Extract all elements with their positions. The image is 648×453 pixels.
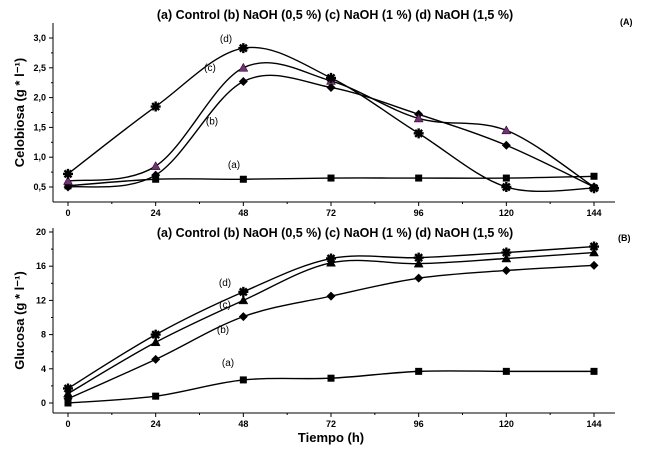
data-point [238,77,248,87]
y-tick-label: 0,5 [33,182,46,192]
series-b: (b) [63,260,599,404]
data-point [150,101,161,112]
panel-a: 0,5 1,0 1,5 2,0 2,5 3,0 0 24 48 72 96 120 144 (a) Con… [12,8,633,218]
data-point [501,125,512,135]
x-tick-label: 24 [151,419,161,429]
series-tag: (d) [220,34,232,45]
series-tag: (b) [206,116,218,127]
data-point [150,337,161,347]
series-tag: (a) [228,160,240,171]
y-tick-label: 3,0 [33,33,46,43]
data-point [152,392,160,400]
data-point [327,174,335,182]
data-point [501,253,512,263]
y-tick-label: 0 [41,398,46,408]
series-line [67,46,595,193]
data-point [326,291,336,301]
x-axis-label: Tiempo (h) [298,430,364,445]
data-point [501,247,512,258]
y-tick-label: 16 [36,261,46,271]
x-tick-label: 0 [65,419,70,429]
data-point [590,172,598,180]
y-tick-label: 2,5 [33,63,46,73]
data-point [326,253,336,264]
series-b: (b) [63,74,599,192]
data-point [238,312,248,322]
data-point [589,241,599,252]
x-tick-label: 144 [586,419,601,429]
data-point [413,252,424,263]
data-point [415,174,423,182]
data-point [151,354,161,364]
y-tick-label: 8 [41,330,46,340]
panel-label: (A) [620,17,633,27]
y-tick-label: 20 [36,227,46,237]
series-tag: (a) [222,358,234,369]
series-a: (a) [64,160,598,190]
data-point [63,168,73,179]
data-point [589,247,599,257]
data-point [413,128,424,139]
data-point [239,175,247,183]
x-tick-label: 144 [586,208,601,218]
panel-label: (B) [618,233,631,243]
x-tick-label: 48 [238,419,248,429]
data-point [590,367,598,375]
y-axis-label: Glucosa (g * l⁻¹) [12,271,27,370]
data-point [413,258,424,268]
series-tag: (c) [204,63,216,74]
data-point [238,62,249,72]
data-point [238,295,249,305]
data-point [589,260,599,270]
x-tick-label: 48 [238,208,248,218]
series-line [67,245,595,390]
series-d: (d) [63,241,599,394]
series-a: (a) [64,358,598,407]
data-point [413,113,424,123]
x-tick-label: 96 [414,208,424,218]
data-point [502,367,510,375]
data-point [327,374,335,382]
legend: (a) Control (b) NaOH (0,5 %) (c) NaOH (1… [157,8,513,22]
data-point [238,286,249,297]
x-tick-label: 72 [326,208,336,218]
x-tick-label: 96 [414,419,424,429]
x-tick-label: 0 [65,208,70,218]
y-tick-label: 1,5 [33,122,46,132]
series-tag: (b) [217,325,229,336]
series-d: (d) [63,34,599,194]
x-tick-label: 120 [499,208,514,218]
data-point [501,140,511,150]
data-point [63,176,73,185]
y-axis-label: Celobiosa (g * l⁻¹) [12,58,27,167]
x-tick-label: 120 [499,419,514,429]
x-tick-label: 24 [151,208,161,218]
data-point [415,367,423,375]
legend: (a) Control (b) NaOH (0,5 %) (c) NaOH (1… [157,226,513,240]
data-point [502,174,510,182]
y-tick-label: 2,0 [33,93,46,103]
y-tick-label: 1,0 [33,152,46,162]
data-point [238,43,249,54]
series-line [67,251,595,395]
data-point [150,161,161,170]
series-tag: (c) [219,300,231,311]
data-point [63,383,73,394]
data-point [589,183,599,194]
data-point [501,265,511,275]
data-point [239,376,247,384]
series-tag: (d) [219,278,231,289]
data-point [151,170,161,180]
data-point [150,329,161,340]
data-point [501,182,512,192]
data-point [326,72,336,83]
data-point [414,273,424,283]
data-point [326,82,336,92]
y-tick-label: 12 [36,295,46,305]
y-tick-label: 4 [41,364,46,374]
x-tick-label: 72 [326,419,336,429]
